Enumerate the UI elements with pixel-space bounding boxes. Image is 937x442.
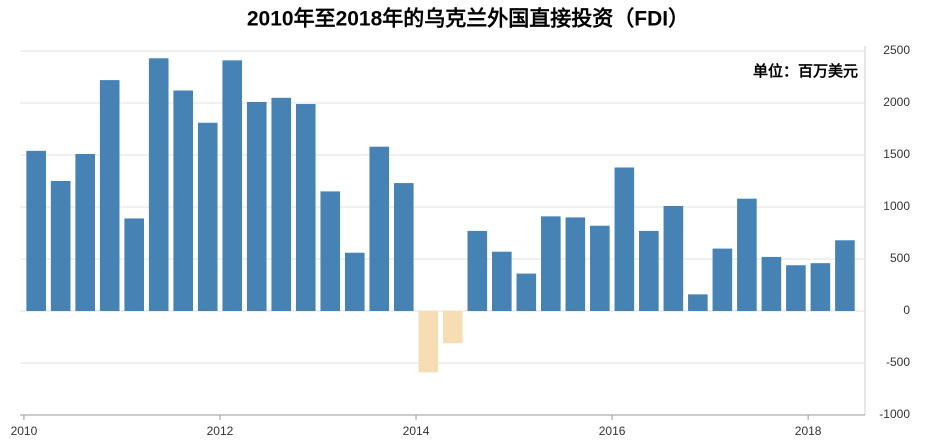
bar [393,183,414,311]
y-tick-label: 2000 [883,95,910,109]
y-tick-label: -500 [886,355,910,369]
bar [492,251,512,311]
bar [442,311,463,344]
bar [148,58,169,311]
x-tick-label: 2014 [403,424,430,438]
bar [320,191,341,311]
y-tick-label: 500 [890,251,910,265]
bar [99,80,120,312]
y-tick-label: -1000 [879,407,910,421]
bar [467,230,488,311]
bar [222,60,243,311]
bar [614,167,635,311]
bar [50,181,71,311]
bar [246,101,267,312]
bar [639,230,659,311]
unit-annotation: 单位：百万美元 [753,62,858,80]
bar [541,216,561,311]
bar [295,104,316,311]
x-tick-label: 2016 [599,424,626,438]
bar [516,273,537,311]
chart-title: 2010年至2018年的乌克兰外国直接投资（FDI） [247,7,689,31]
x-tick-label: 2018 [795,424,822,438]
bar [197,122,218,311]
y-tick-label: 1500 [883,147,910,161]
y-tick-label: 1000 [883,199,910,213]
bar [369,146,390,311]
y-tick-label: 0 [903,303,910,317]
bar [173,90,194,312]
bar [712,248,733,311]
bar [124,218,145,311]
bar [418,311,439,373]
x-tick-label: 2010 [11,424,38,438]
bar [271,97,292,311]
bar [344,252,365,311]
bar [688,294,708,311]
bar [663,205,684,311]
bar [75,153,95,311]
bar [761,256,782,311]
x-tick-label: 2012 [207,424,234,438]
bar [737,198,757,311]
bar [565,217,586,311]
bar [26,150,46,311]
bar [786,265,806,311]
bar [810,263,831,311]
y-tick-label: 2500 [883,43,910,57]
bar [590,225,610,311]
bar [835,240,855,311]
